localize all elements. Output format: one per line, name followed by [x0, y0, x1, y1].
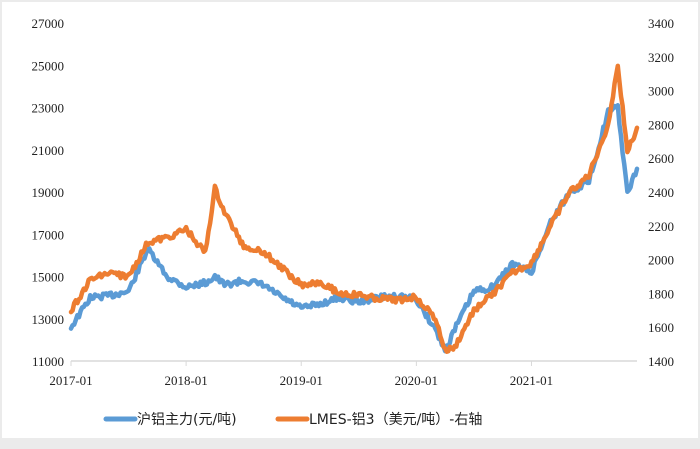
right-axis-tick: 3200: [648, 50, 674, 65]
right-axis-tick: 2200: [648, 219, 674, 234]
legend-label-shfe: 沪铝主力(元/吨): [137, 412, 237, 428]
left-axis-tick: 17000: [32, 227, 65, 242]
right-axis-tick: 2000: [648, 253, 674, 268]
left-axis-tick: 19000: [32, 185, 65, 200]
series-group: [68, 63, 640, 354]
left-axis-tick: 21000: [32, 143, 65, 158]
left-axis-tick: 23000: [32, 101, 65, 116]
left-axis-tick: 13000: [32, 312, 65, 327]
line-chart: 27000 25000 23000 21000 19000 17000 15000 13000…: [32, 16, 675, 428]
left-axis-tick: 11000: [32, 354, 64, 369]
x-axis-tick: 2018-01: [164, 373, 207, 388]
left-axis-tick: 15000: [32, 270, 65, 285]
left-axis-tick: 27000: [32, 16, 65, 31]
right-axis-tick: 1600: [648, 320, 674, 335]
x-axis-tick: 2021-01: [510, 373, 553, 388]
right-axis-tick: 3000: [648, 84, 674, 99]
x-axis: 2017-01 2018-01 2019-01 2020-01 2021-01: [49, 361, 553, 388]
right-y-axis: 3400 3200 3000 2800 2600 2400 2200 2000 1800 1600…: [648, 16, 674, 369]
x-axis-tick: 2020-01: [395, 373, 438, 388]
right-axis-tick: 1400: [648, 354, 674, 369]
right-axis-tick: 2600: [648, 151, 674, 166]
right-axis-tick: 2800: [648, 117, 674, 132]
x-axis-tick: 2017-01: [49, 373, 92, 388]
left-axis-tick: 25000: [32, 58, 65, 73]
left-y-axis: 27000 25000 23000 21000 19000 17000 15000 13000…: [32, 16, 65, 369]
x-axis-tick: 2019-01: [280, 373, 323, 388]
right-axis-tick: 1800: [648, 286, 674, 301]
series-line-1: [68, 63, 640, 354]
series-line-0: [68, 102, 640, 354]
right-axis-tick: 2400: [648, 185, 674, 200]
right-axis-tick: 3400: [648, 16, 674, 31]
chart-frame: 27000 25000 23000 21000 19000 17000 15000 13000…: [2, 2, 698, 438]
legend-label-lme: LMES-铝3（美元/吨）-右轴: [309, 412, 482, 428]
legend: 沪铝主力(元/吨) LMES-铝3（美元/吨）-右轴: [103, 412, 482, 428]
